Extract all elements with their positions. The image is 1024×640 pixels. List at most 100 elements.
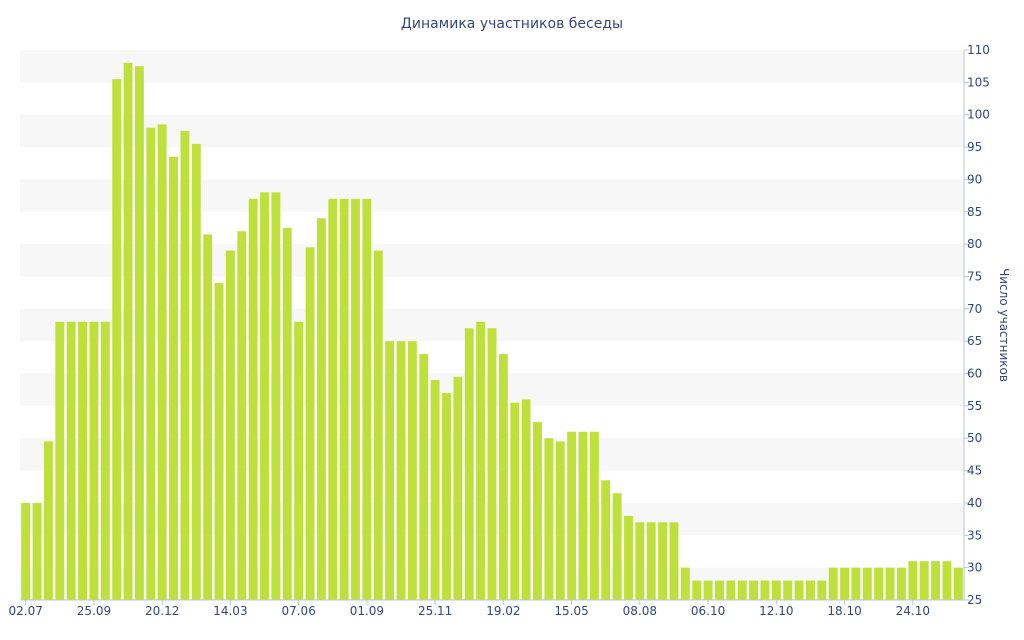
bar <box>146 127 156 601</box>
bar <box>396 341 406 600</box>
bar <box>385 341 395 600</box>
bar <box>658 522 668 600</box>
x-tick-label: 08.08 <box>623 604 657 618</box>
bar <box>328 198 338 600</box>
bar <box>771 580 781 600</box>
bar <box>555 441 565 600</box>
bar <box>510 402 520 600</box>
y-tick-label: 75 <box>967 269 982 283</box>
bar <box>749 580 759 600</box>
bar <box>828 567 838 600</box>
bar <box>953 567 963 600</box>
y-axis-label: Число участников <box>997 268 1011 382</box>
x-tick-label: 18.10 <box>827 604 861 618</box>
bar <box>544 438 554 600</box>
chart-title: Динамика участников беседы <box>401 16 623 32</box>
bar <box>260 192 269 600</box>
bars <box>21 62 963 601</box>
bar <box>851 567 861 600</box>
y-tick-label: 25 <box>967 593 982 607</box>
bar <box>271 192 281 600</box>
bar <box>123 62 133 600</box>
bar <box>942 561 952 600</box>
bar <box>112 79 122 601</box>
bar <box>464 328 474 600</box>
bar <box>169 156 178 600</box>
x-tick-label: 12.10 <box>759 604 793 618</box>
bar <box>225 250 235 600</box>
bar <box>100 321 110 600</box>
y-tick-label: 55 <box>967 399 982 413</box>
bar <box>703 580 713 600</box>
y-tick-label: 100 <box>967 108 990 122</box>
bar <box>669 522 679 600</box>
y-tick-label: 60 <box>967 367 982 381</box>
bar <box>601 480 611 600</box>
bar <box>248 198 258 600</box>
x-tick-label: 01.09 <box>350 604 384 618</box>
bar <box>897 567 906 600</box>
bar <box>237 231 247 600</box>
y-tick-label: 30 <box>967 561 982 575</box>
bar <box>66 321 76 600</box>
bar <box>521 399 531 600</box>
bar <box>407 341 417 600</box>
bar <box>442 392 451 600</box>
x-axis: 02.07 25.09 20.12 14.03 07.06 01.09 25.11 19.02… <box>9 599 964 618</box>
bar <box>21 502 31 600</box>
bar <box>646 522 656 600</box>
bar <box>624 515 633 600</box>
y-tick-label: 40 <box>967 496 982 510</box>
bar <box>931 561 940 600</box>
x-tick-label: 25.09 <box>77 604 111 618</box>
bar <box>908 561 918 600</box>
x-tick-label: 20.12 <box>145 604 179 618</box>
bar <box>362 198 372 600</box>
bar <box>32 502 42 600</box>
bar <box>692 580 702 600</box>
bar <box>453 376 463 600</box>
bar <box>567 431 577 600</box>
x-tick-label: 25.11 <box>418 604 452 618</box>
y-tick-label: 45 <box>967 464 982 478</box>
bar <box>498 354 508 600</box>
bar <box>191 143 201 600</box>
x-tick-label: 19.02 <box>486 604 520 618</box>
bar <box>806 580 815 600</box>
bar <box>874 567 884 600</box>
bar <box>589 431 599 600</box>
bar <box>862 567 872 600</box>
y-tick-label: 95 <box>967 140 982 154</box>
y-tick-label: 90 <box>967 172 982 186</box>
bar <box>89 321 99 600</box>
bar <box>737 580 747 600</box>
bar <box>373 250 383 600</box>
y-tick-label: 105 <box>967 75 990 89</box>
y-tick-label: 85 <box>967 205 982 219</box>
y-tick-label: 65 <box>967 334 982 348</box>
bar <box>134 66 144 601</box>
bar <box>533 422 542 600</box>
bar <box>612 493 622 600</box>
bar <box>44 441 53 600</box>
bar <box>180 130 190 600</box>
bar <box>919 561 929 600</box>
bar <box>885 567 895 600</box>
bar <box>157 124 167 600</box>
bar <box>817 580 827 600</box>
y-tick-label: 35 <box>967 528 982 542</box>
bar <box>487 328 497 600</box>
x-tick-label: 07.06 <box>281 604 315 618</box>
y-tick-label: 80 <box>967 237 982 251</box>
bar <box>305 247 315 600</box>
y-axis: 25 30 35 40 45 50 55 60 65 70 75 80 85 90 95 100 105 110 <box>963 43 990 607</box>
x-tick-label: 06.10 <box>691 604 725 618</box>
x-tick-label: 14.03 <box>213 604 247 618</box>
bar <box>783 580 793 600</box>
bar <box>78 321 87 600</box>
bar <box>214 282 224 600</box>
bar <box>430 380 440 600</box>
grid-band <box>20 114 964 148</box>
